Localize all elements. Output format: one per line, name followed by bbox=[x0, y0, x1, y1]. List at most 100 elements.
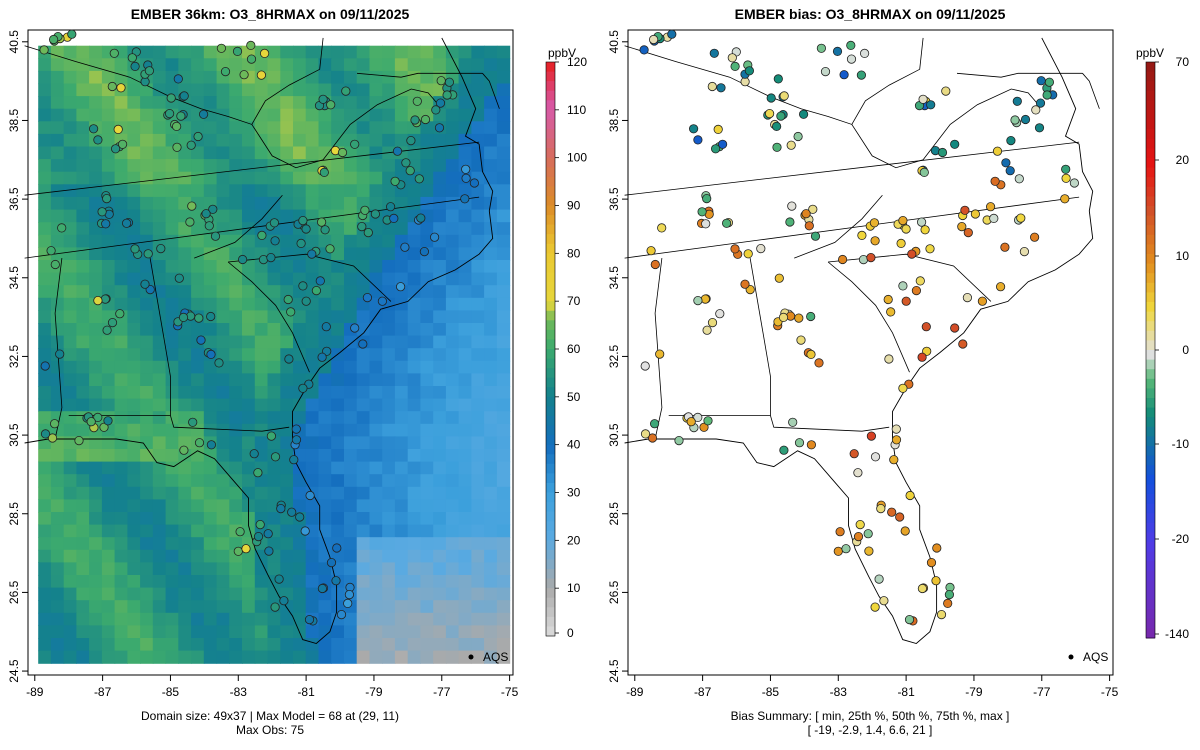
model-grid-cell bbox=[331, 297, 345, 311]
model-grid-cell bbox=[369, 247, 383, 261]
model-grid-cell bbox=[140, 386, 154, 400]
model-grid-cell bbox=[280, 373, 294, 387]
model-grid-cell bbox=[471, 209, 485, 223]
model-grid-cell bbox=[267, 512, 281, 526]
model-grid-cell bbox=[229, 512, 243, 526]
model-grid-cell bbox=[331, 272, 345, 286]
model-grid-cell bbox=[140, 549, 154, 563]
model-grid-cell bbox=[420, 650, 434, 664]
model-grid-cell bbox=[191, 625, 205, 639]
model-grid-cell bbox=[280, 612, 294, 626]
aqs-site-bias-marker bbox=[693, 135, 703, 145]
model-grid-cell bbox=[445, 96, 460, 110]
model-grid-cell bbox=[229, 575, 243, 589]
model-grid-cell bbox=[445, 196, 460, 211]
model-grid-cell bbox=[127, 133, 141, 148]
model-grid-cell bbox=[50, 486, 65, 500]
model-grid-cell bbox=[114, 524, 128, 538]
model-grid-cell bbox=[496, 209, 511, 223]
model-grid-cell bbox=[458, 562, 472, 576]
model-grid-cell bbox=[38, 171, 52, 185]
state-border bbox=[668, 415, 890, 432]
state-border bbox=[194, 194, 283, 259]
model-grid-cell bbox=[140, 587, 154, 601]
model-grid-cell bbox=[267, 612, 281, 626]
model-grid-cell bbox=[344, 335, 358, 349]
model-grid-cell bbox=[38, 575, 52, 589]
model-grid-cell bbox=[165, 373, 179, 387]
model-grid-cell bbox=[331, 499, 345, 513]
model-grid-cell bbox=[242, 638, 256, 652]
model-grid-cell bbox=[382, 562, 396, 576]
aqs-site-marker bbox=[317, 352, 327, 362]
model-grid-cell bbox=[165, 587, 179, 601]
model-grid-cell bbox=[433, 474, 447, 488]
aqs-site-marker bbox=[253, 531, 264, 542]
model-grid-cell bbox=[178, 600, 192, 614]
colorbar-segment bbox=[546, 339, 555, 350]
model-grid-cell bbox=[445, 133, 460, 148]
model-grid-cell bbox=[331, 474, 345, 488]
aqs-site-bias-marker bbox=[1006, 136, 1016, 146]
colorbar-segment bbox=[1146, 618, 1155, 629]
colorbar-segment bbox=[546, 578, 555, 589]
model-grid-cell bbox=[484, 499, 498, 513]
model-grid-cell bbox=[76, 625, 90, 639]
left-legend-dot bbox=[468, 654, 474, 660]
model-grid-cell bbox=[433, 297, 447, 311]
model-grid-cell bbox=[496, 323, 511, 337]
model-grid-cell bbox=[382, 247, 396, 261]
model-grid-cell bbox=[293, 549, 307, 563]
aqs-site-marker bbox=[395, 282, 406, 292]
aqs-site-marker bbox=[291, 435, 302, 445]
left-aqs-sites bbox=[39, 29, 479, 626]
y-tick-label: 24.5 bbox=[7, 659, 21, 683]
aqs-site-bias-marker bbox=[649, 419, 660, 429]
model-grid-cell bbox=[178, 360, 192, 374]
model-grid-cell bbox=[89, 260, 103, 274]
aqs-site-marker bbox=[298, 383, 308, 393]
coastline bbox=[624, 37, 1094, 644]
colorbar-segment bbox=[1146, 62, 1155, 73]
model-grid-cell bbox=[89, 575, 103, 589]
model-grid-cell bbox=[344, 423, 358, 437]
model-grid-cell bbox=[356, 562, 370, 576]
model-grid-cell bbox=[63, 58, 77, 72]
model-grid-cell bbox=[344, 625, 358, 639]
aqs-site-bias-marker bbox=[891, 424, 901, 434]
aqs-site-marker bbox=[332, 543, 342, 553]
aqs-site-marker bbox=[122, 218, 132, 228]
aqs-site-marker bbox=[40, 361, 50, 371]
model-grid-cell bbox=[114, 96, 128, 110]
model-grid-cell bbox=[127, 461, 141, 475]
model-grid-cell bbox=[407, 196, 421, 211]
model-grid-cell bbox=[280, 159, 294, 173]
model-grid-cell bbox=[484, 562, 498, 576]
model-grid-cell bbox=[38, 638, 52, 652]
model-grid-cell bbox=[127, 562, 141, 576]
model-grid-cell bbox=[101, 108, 116, 122]
model-grid-cell bbox=[458, 70, 472, 85]
model-grid-cell bbox=[229, 96, 243, 110]
model-grid-cell bbox=[152, 348, 167, 362]
model-grid-cell bbox=[331, 222, 345, 236]
model-grid-cell bbox=[152, 171, 167, 185]
aqs-site-marker bbox=[270, 602, 280, 612]
aqs-site-marker bbox=[166, 93, 176, 103]
aqs-site-bias-marker bbox=[919, 167, 929, 177]
model-grid-cell bbox=[63, 562, 77, 576]
y-tick-label: 36.5 bbox=[607, 187, 621, 211]
aqs-site-bias-marker bbox=[905, 490, 915, 501]
model-grid-cell bbox=[267, 133, 281, 148]
model-grid-cell bbox=[63, 348, 77, 362]
left-map-svg: -89 -87 -85 -83 -81 -79 -77 -75 24.526.528.530.… bbox=[7, 29, 587, 699]
model-grid-cell bbox=[229, 486, 243, 500]
model-grid-cell bbox=[433, 133, 447, 148]
model-grid-cell bbox=[445, 234, 460, 248]
model-grid-cell bbox=[229, 587, 243, 601]
model-grid-cell bbox=[394, 524, 409, 538]
model-grid-cell bbox=[165, 209, 179, 223]
model-grid-cell bbox=[484, 121, 498, 135]
model-grid-cell bbox=[484, 348, 498, 362]
model-grid-cell bbox=[50, 209, 65, 223]
